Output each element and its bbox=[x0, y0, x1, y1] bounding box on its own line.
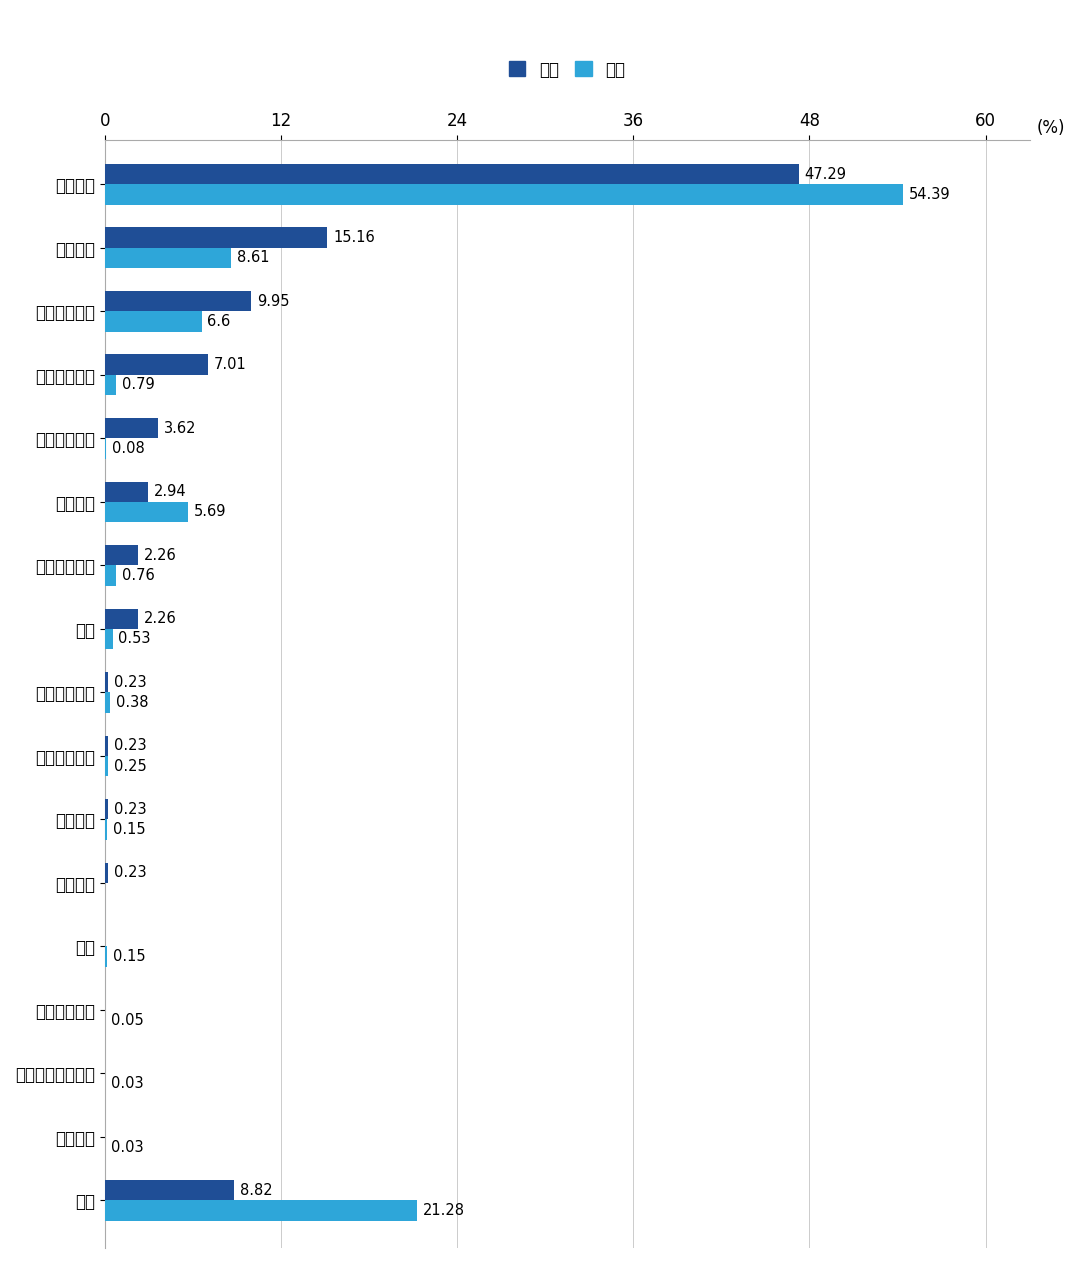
Bar bbox=[105, 946, 107, 966]
Text: 8.61: 8.61 bbox=[237, 250, 270, 265]
Text: 0.03: 0.03 bbox=[111, 1076, 144, 1091]
Bar bbox=[105, 164, 799, 184]
Bar bbox=[105, 184, 903, 205]
Bar bbox=[105, 481, 148, 501]
Text: 0.38: 0.38 bbox=[117, 695, 149, 710]
Text: 2.26: 2.26 bbox=[144, 548, 176, 563]
Bar bbox=[105, 418, 158, 438]
Bar bbox=[105, 609, 138, 629]
Text: 2.94: 2.94 bbox=[153, 484, 187, 499]
Text: 8.82: 8.82 bbox=[240, 1182, 272, 1197]
Text: 9.95: 9.95 bbox=[257, 294, 289, 308]
Bar bbox=[105, 735, 108, 755]
Text: 0.23: 0.23 bbox=[114, 674, 147, 690]
Text: 0.79: 0.79 bbox=[122, 378, 154, 393]
Bar bbox=[105, 248, 231, 268]
Text: 0.23: 0.23 bbox=[114, 865, 147, 880]
Text: 0.15: 0.15 bbox=[112, 949, 146, 964]
Text: 2.26: 2.26 bbox=[144, 611, 176, 626]
Bar bbox=[105, 863, 108, 883]
Bar bbox=[105, 799, 108, 820]
Text: 0.25: 0.25 bbox=[114, 759, 147, 773]
Text: (%): (%) bbox=[1037, 119, 1065, 138]
Text: 0.76: 0.76 bbox=[122, 568, 154, 584]
Text: 0.53: 0.53 bbox=[119, 632, 151, 647]
Bar bbox=[105, 629, 112, 649]
Text: 0.08: 0.08 bbox=[111, 441, 145, 456]
Legend: 硕士, 本科: 硕士, 本科 bbox=[502, 54, 632, 86]
Text: 0.23: 0.23 bbox=[114, 738, 147, 753]
Bar bbox=[105, 227, 327, 248]
Text: 5.69: 5.69 bbox=[194, 504, 227, 519]
Text: 54.39: 54.39 bbox=[909, 187, 950, 202]
Text: 0.05: 0.05 bbox=[111, 1013, 144, 1028]
Bar bbox=[105, 290, 251, 311]
Bar bbox=[105, 692, 110, 712]
Bar bbox=[105, 672, 108, 692]
Text: 0.03: 0.03 bbox=[111, 1139, 144, 1154]
Text: 0.15: 0.15 bbox=[112, 822, 146, 837]
Bar bbox=[105, 755, 108, 777]
Text: 3.62: 3.62 bbox=[164, 421, 197, 436]
Bar bbox=[105, 820, 107, 840]
Text: 47.29: 47.29 bbox=[805, 167, 847, 182]
Text: 21.28: 21.28 bbox=[423, 1204, 465, 1218]
Text: 6.6: 6.6 bbox=[207, 314, 231, 328]
Text: 7.01: 7.01 bbox=[214, 357, 246, 373]
Bar bbox=[105, 546, 138, 566]
Bar bbox=[105, 375, 117, 395]
Bar bbox=[105, 501, 188, 522]
Bar bbox=[105, 438, 106, 458]
Bar bbox=[105, 566, 116, 586]
Text: 15.16: 15.16 bbox=[333, 230, 375, 245]
Bar bbox=[105, 311, 202, 332]
Bar bbox=[105, 1180, 234, 1200]
Bar bbox=[105, 1200, 417, 1221]
Text: 0.23: 0.23 bbox=[114, 802, 147, 817]
Bar bbox=[105, 355, 207, 375]
